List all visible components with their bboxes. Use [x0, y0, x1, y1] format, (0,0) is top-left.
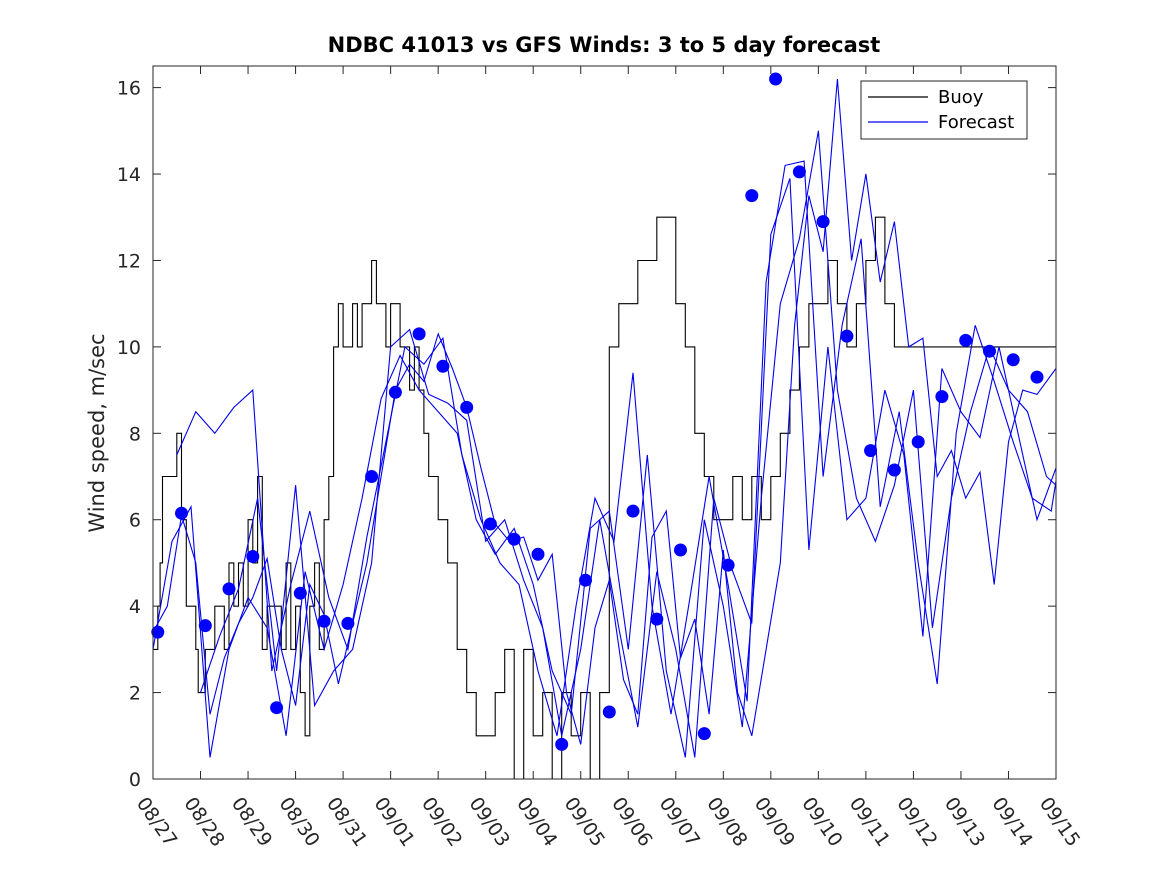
forecast-point — [483, 517, 497, 531]
forecast-point — [222, 582, 236, 596]
y-tick-label: 2 — [129, 683, 141, 705]
forecast-point — [412, 327, 426, 341]
legend-forecast-label: Forecast — [938, 112, 1014, 133]
legend-box — [860, 80, 1028, 140]
forecast-point — [1006, 353, 1020, 367]
forecast-point — [507, 532, 521, 546]
forecast-point — [650, 612, 664, 626]
forecast-point — [460, 400, 474, 414]
forecast-point — [864, 444, 878, 458]
forecast-point — [365, 470, 379, 483]
forecast-point — [983, 344, 996, 358]
buoy-series-line — [153, 216, 1056, 779]
forecast-point — [531, 547, 545, 561]
forecast-series-line-1 — [153, 78, 1056, 745]
forecast-point — [935, 390, 949, 404]
axes-box — [152, 65, 1057, 780]
forecast-point — [151, 625, 165, 639]
forecast-point — [887, 463, 901, 477]
forecast-point — [270, 701, 284, 715]
forecast-point — [840, 329, 854, 343]
plot-area — [151, 72, 1056, 779]
forecast-point — [911, 435, 925, 449]
legend: Buoy Forecast — [860, 80, 1028, 140]
forecast-point — [697, 727, 711, 741]
forecast-point — [579, 573, 592, 587]
forecast-point — [959, 333, 973, 347]
y-tick-label: 14 — [117, 164, 141, 186]
forecast-point — [317, 614, 331, 628]
legend-buoy-label: Buoy — [938, 87, 984, 108]
forecast-point — [674, 543, 687, 557]
forecast-series-line-4 — [199, 178, 1056, 758]
y-tick-label: 4 — [129, 596, 141, 618]
forecast-point — [175, 506, 188, 520]
forecast-point — [198, 619, 212, 633]
chart-title: NDBC 41013 vs GFS Winds: 3 to 5 day fore… — [328, 33, 881, 57]
series-group — [153, 78, 1056, 779]
y-tick-label: 8 — [129, 423, 141, 445]
forecast-point — [792, 165, 806, 179]
forecast-point — [745, 189, 759, 203]
forecast-point — [816, 215, 830, 229]
forecast-point — [769, 72, 783, 86]
forecast-point — [721, 558, 735, 572]
forecast-series-line-2 — [153, 130, 1056, 758]
y-tick-label: 0 — [129, 769, 141, 791]
y-tick-label: 10 — [117, 337, 141, 359]
forecast-point — [602, 705, 616, 719]
forecast-point — [246, 550, 260, 563]
y-axis-label: Wind speed, m/sec — [85, 333, 109, 532]
forecast-point — [1030, 370, 1044, 384]
forecast-point — [341, 616, 355, 630]
y-tick-label: 12 — [117, 250, 141, 272]
forecast-point — [388, 385, 402, 399]
y-tick-label: 16 — [117, 78, 141, 100]
forecast-point — [626, 504, 640, 518]
forecast-series-line-3 — [176, 160, 1056, 736]
forecast-point — [436, 359, 450, 373]
y-tick-label: 6 — [129, 510, 141, 532]
forecast-point — [293, 586, 307, 600]
forecast-point — [555, 737, 569, 751]
